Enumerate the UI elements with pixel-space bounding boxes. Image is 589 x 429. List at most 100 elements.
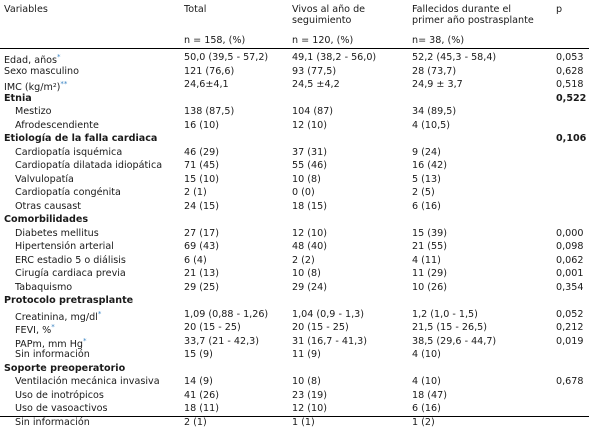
row-label-text: Mestizo	[15, 106, 52, 117]
row-label-text: Ventilación mecánica invasiva	[15, 376, 160, 387]
row-label: Cirugía cardiaca previa	[15, 267, 126, 281]
header-variables: Variables	[4, 4, 48, 15]
cell-vivos: 55 (46)	[292, 159, 327, 173]
section-row: Comorbilidades	[0, 213, 589, 227]
cell-p: 0,019	[556, 335, 583, 349]
header-vivos-line1: Vivos al año de	[292, 4, 365, 15]
row-label-text: Sin información	[15, 417, 90, 428]
cell-total: 46 (29)	[184, 146, 219, 160]
footnote-mark: *	[51, 323, 55, 331]
cell-vivos: 12 (10)	[292, 227, 327, 241]
cell-fallecidos: 1,2 (1,0 - 1,5)	[412, 308, 478, 322]
header-fallecidos-line1: Fallecidos durante el	[412, 4, 511, 15]
cell-vivos: 23 (19)	[292, 389, 327, 403]
cell-vivos: 2 (2)	[292, 254, 315, 268]
cell-vivos: 10 (8)	[292, 375, 321, 389]
cell-fallecidos: 16 (42)	[412, 159, 447, 173]
cell-total: 138 (87,5)	[184, 105, 234, 119]
row-label-text: Etiología de la falla cardiaca	[4, 133, 157, 144]
footnote-mark: **	[60, 80, 67, 88]
cell-fallecidos: 24,9 ± 3,7	[412, 78, 463, 92]
table-row: FEVI, %*20 (15 - 25)20 (15 - 25)21,5 (15…	[0, 321, 589, 335]
cell-fallecidos: 15 (39)	[412, 227, 447, 241]
cell-vivos: 49,1 (38,2 - 56,0)	[292, 51, 376, 65]
row-label: ERC estadio 5 o diálisis	[15, 254, 126, 268]
row-label: Sexo masculino	[4, 65, 79, 79]
row-label: Uso de inotrópicos	[15, 389, 104, 403]
row-label-text: Etnia	[4, 93, 32, 104]
cell-fallecidos: 11 (29)	[412, 267, 447, 281]
cell-total: 1,09 (0,88 - 1,26)	[184, 308, 268, 322]
row-label-text: ERC estadio 5 o diálisis	[15, 255, 126, 266]
cell-vivos: 1 (1)	[292, 416, 315, 429]
section-row: Soporte preoperatorio	[0, 362, 589, 376]
cell-vivos: 11 (9)	[292, 348, 321, 362]
cell-fallecidos: 6 (16)	[412, 402, 441, 416]
cell-total: 15 (10)	[184, 173, 219, 187]
cell-vivos: 104 (87)	[292, 105, 333, 119]
cell-vivos: 24,5 ±4,2	[292, 78, 340, 92]
row-label: Etiología de la falla cardiaca	[4, 132, 157, 146]
cell-fallecidos: 4 (10,5)	[412, 119, 450, 133]
row-label-text: Sin información	[15, 349, 90, 360]
row-label-text: Otras causast	[15, 201, 81, 212]
row-label: Soporte preoperatorio	[4, 362, 125, 376]
cell-total: 24 (15)	[184, 200, 219, 214]
cell-total: 121 (76,6)	[184, 65, 234, 79]
cell-p: 0,000	[556, 227, 583, 241]
row-label: Cardiopatía dilatada idiopática	[15, 159, 162, 173]
cell-fallecidos: 28 (73,7)	[412, 65, 456, 79]
table-header: Variables Total n = 158, (%) Vivos al añ…	[0, 0, 589, 49]
cell-total: 20 (15 - 25)	[184, 321, 241, 335]
cell-vivos: 12 (10)	[292, 402, 327, 416]
row-label-text: Uso de inotrópicos	[15, 390, 104, 401]
cell-fallecidos: 10 (26)	[412, 281, 447, 295]
cell-fallecidos: 38,5 (29,6 - 44,7)	[412, 335, 496, 349]
row-label: Cardiopatía congénita	[15, 186, 121, 200]
table-row: Creatinina, mg/dl*1,09 (0,88 - 1,26)1,04…	[0, 308, 589, 322]
cell-total: 71 (45)	[184, 159, 219, 173]
cell-fallecidos: 9 (24)	[412, 146, 441, 160]
row-label-text: Afrodescendiente	[15, 120, 99, 131]
cell-fallecidos: 1 (2)	[412, 416, 435, 429]
cell-p: 0,053	[556, 51, 583, 65]
cell-p: 0,106	[556, 132, 586, 146]
section-row: Etiología de la falla cardiaca 0,106	[0, 132, 589, 146]
cell-fallecidos: 5 (13)	[412, 173, 441, 187]
cell-vivos: 29 (24)	[292, 281, 327, 295]
header-fallecidos-line2: primer año postrasplante	[412, 15, 534, 26]
cell-fallecidos: 4 (11)	[412, 254, 441, 268]
cell-fallecidos: 4 (10)	[412, 348, 441, 362]
row-label: Mestizo	[15, 105, 52, 119]
footnote-mark: *	[98, 310, 102, 318]
cell-p: 0,052	[556, 308, 583, 322]
cell-vivos: 12 (10)	[292, 119, 327, 133]
section-row: Protocolo pretrasplante	[0, 294, 589, 308]
row-label-text: Comorbilidades	[4, 214, 88, 225]
row-label: Sin información	[15, 348, 90, 362]
cell-fallecidos: 21,5 (15 - 26,5)	[412, 321, 487, 335]
cell-total: 50,0 (39,5 - 57,2)	[184, 51, 268, 65]
header-total-n: n = 158, (%)	[184, 35, 245, 46]
cell-p: 0,062	[556, 254, 583, 268]
cell-vivos: 18 (15)	[292, 200, 327, 214]
cell-total: 2 (1)	[184, 416, 207, 429]
cell-p: 0,098	[556, 240, 583, 254]
footnote-mark: *	[83, 337, 87, 345]
row-label: Etnia	[4, 92, 32, 106]
cell-total: 69 (43)	[184, 240, 219, 254]
row-label: Diabetes mellitus	[15, 227, 99, 241]
row-label-text: Diabetes mellitus	[15, 228, 99, 239]
